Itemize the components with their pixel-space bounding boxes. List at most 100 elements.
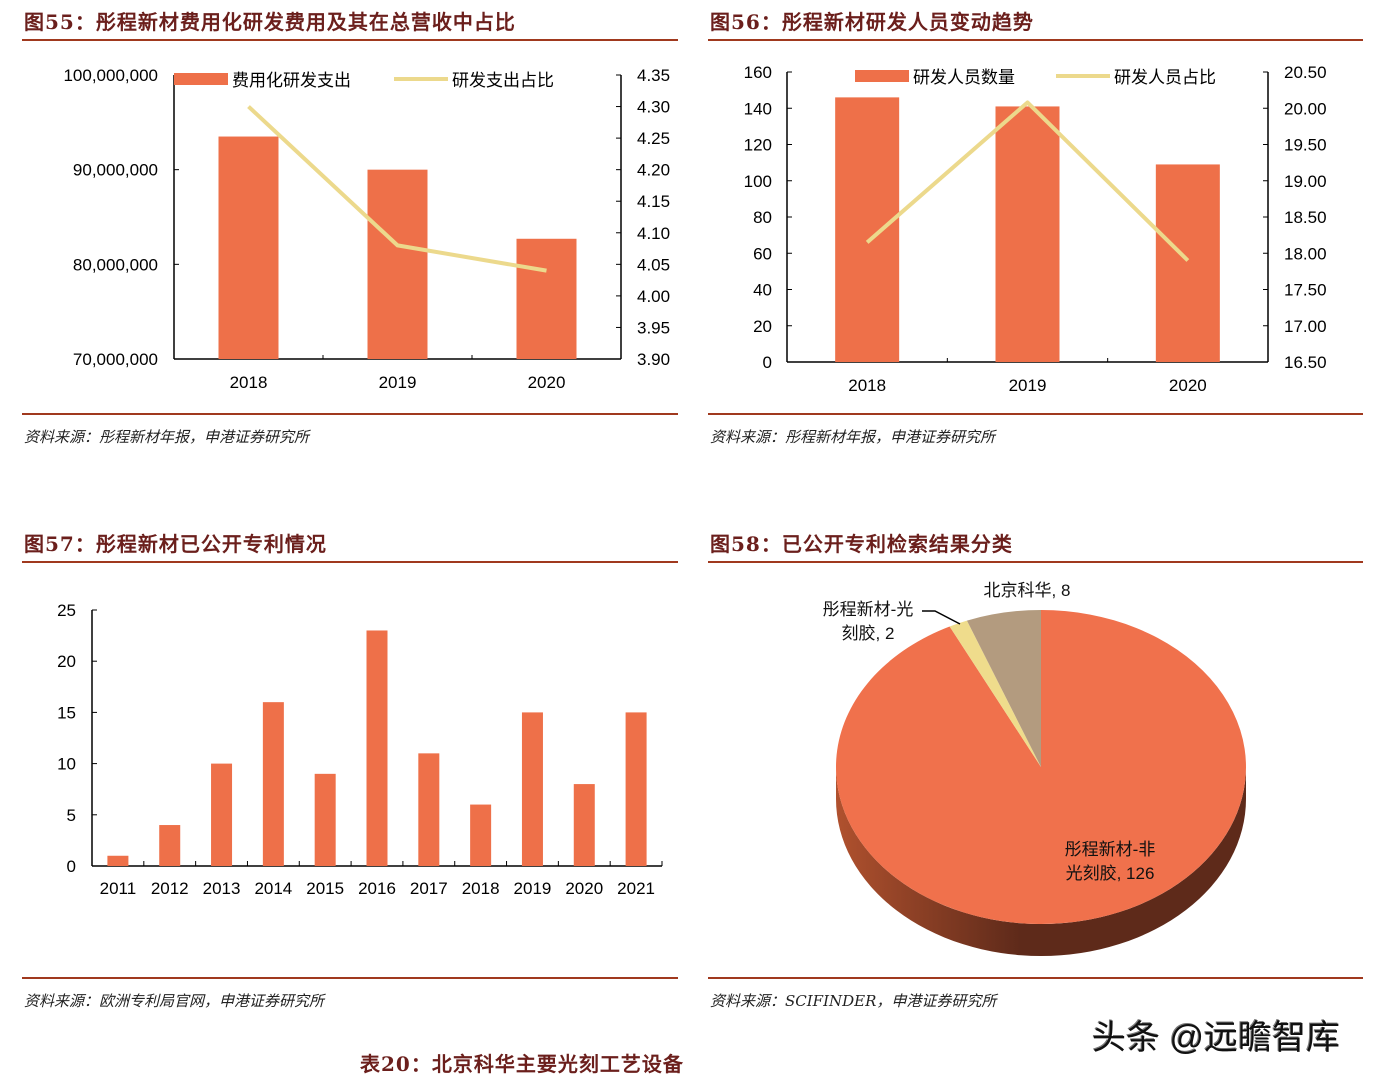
- right-tick-label: 19.00: [1284, 172, 1327, 191]
- fig56-bottom-rule: [708, 413, 1363, 415]
- right-tick-label: 4.00: [637, 287, 670, 306]
- bar-2019: [521, 712, 543, 866]
- pie-label-main: 彤程新材-非: [1065, 840, 1156, 859]
- fig57-source: 资料来源：欧洲专利局官网，申港证券研究所: [24, 992, 325, 1010]
- left-tick-label: 80,000,000: [73, 255, 158, 274]
- right-tick-label: 18.00: [1284, 244, 1327, 263]
- fig55-source: 资料来源：彤程新材年报，申港证券研究所: [24, 428, 310, 446]
- bar-2018: [218, 136, 279, 359]
- fig56-source: 资料来源：彤程新材年报，申港证券研究所: [710, 428, 996, 446]
- bar-2020: [516, 238, 577, 359]
- right-tick-label: 4.20: [637, 161, 670, 180]
- left-tick-label: 100,000,000: [63, 66, 158, 85]
- y-tick-label: 0: [67, 857, 76, 876]
- fig57-bottom-rule: [22, 977, 678, 979]
- legend-bar-swatch: [174, 73, 228, 85]
- x-tick-label: 2016: [358, 879, 396, 898]
- x-tick-label: 2018: [230, 373, 268, 392]
- right-tick-label: 17.50: [1284, 281, 1327, 300]
- right-tick-label: 4.10: [637, 224, 670, 243]
- bar-2012: [159, 825, 181, 866]
- bar-2018: [470, 804, 492, 866]
- y-tick-label: 10: [57, 755, 76, 774]
- fig57-top-rule: [22, 561, 678, 563]
- fig56-title: 图56：彤程新材研发人员变动趋势: [710, 10, 1034, 34]
- bar-2020: [1155, 164, 1220, 362]
- ratio-line: [865, 100, 1190, 262]
- fig58-bottom-rule: [708, 977, 1363, 979]
- fig57-title: 图57：彤程新材已公开专利情况: [24, 532, 327, 556]
- pie-side: [836, 767, 1246, 956]
- fig56-top-rule: [708, 39, 1363, 41]
- right-tick-label: 4.25: [637, 129, 670, 148]
- right-tick-label: 20.50: [1284, 63, 1327, 82]
- bar-2021: [625, 712, 647, 866]
- legend-bar-label: 研发人员数量: [913, 68, 1015, 87]
- fig58-title: 图58：已公开专利检索结果分类: [710, 532, 1013, 556]
- left-tick-label: 100: [744, 172, 772, 191]
- bar-2014: [262, 702, 284, 866]
- legend-bar-swatch: [855, 70, 909, 82]
- bar-2016: [366, 630, 388, 866]
- left-tick-label: 40: [753, 281, 772, 300]
- fig55-chart: 70,000,000 80,000,000 90,000,000 100,000,00…: [63, 66, 670, 392]
- bar-2013: [211, 763, 233, 866]
- ratio-line: [247, 105, 547, 273]
- right-tick-label: 17.00: [1284, 317, 1327, 336]
- left-tick-label: 90,000,000: [73, 161, 158, 180]
- right-tick-label: 18.50: [1284, 208, 1327, 227]
- left-tick-label: 70,000,000: [73, 350, 158, 369]
- x-tick-label: 2011: [100, 879, 137, 898]
- right-tick-label: 3.95: [637, 318, 670, 337]
- bar-2015: [314, 773, 336, 866]
- bar-2011: [107, 855, 129, 866]
- pie-slice-photoresist: [949, 620, 1041, 767]
- left-tick-label: 120: [744, 136, 772, 155]
- x-tick-label: 2021: [617, 879, 655, 898]
- legend-line-label: 研发支出占比: [452, 71, 554, 90]
- fig58-top-rule: [708, 561, 1363, 563]
- y-tick-label: 5: [67, 806, 76, 825]
- x-tick-label: 2017: [410, 879, 448, 898]
- x-tick-label: 2012: [151, 879, 189, 898]
- x-tick-label: 2019: [514, 879, 552, 898]
- pie-label-photoresist: 刻胶, 2: [842, 624, 895, 643]
- x-tick-label: 2019: [1009, 376, 1047, 395]
- y-tick-label: 15: [57, 703, 76, 722]
- x-tick-label: 2014: [254, 879, 292, 898]
- watermark: 头条 @远瞻智库: [1092, 1019, 1340, 1057]
- legend-line-label: 研发人员占比: [1114, 68, 1216, 87]
- y-tick-label: 25: [57, 601, 76, 620]
- right-tick-label: 19.50: [1284, 136, 1327, 155]
- x-tick-label: 2015: [306, 879, 344, 898]
- fig55-top-rule: [22, 39, 678, 41]
- fig58-source: 资料来源：SCIFINDER，申港证券研究所: [710, 992, 997, 1010]
- bar-2019: [995, 106, 1060, 362]
- pie-slice-kehua: [966, 610, 1041, 767]
- bar-2017: [418, 753, 440, 866]
- bar-2020: [573, 784, 595, 866]
- pie-label-kehua: 北京科华, 8: [984, 581, 1071, 600]
- fig55-title: 图55：彤程新材费用化研发费用及其在总营收中占比: [24, 10, 516, 34]
- x-tick-label: 2018: [848, 376, 886, 395]
- right-tick-label: 4.30: [637, 98, 670, 117]
- left-tick-label: 160: [744, 63, 772, 82]
- pie-label-photoresist: 彤程新材-光: [823, 600, 914, 619]
- fig55-bottom-rule: [22, 413, 678, 415]
- x-tick-label: 2020: [1169, 376, 1207, 395]
- right-tick-label: 3.90: [637, 350, 670, 369]
- left-tick-label: 60: [753, 244, 772, 263]
- left-tick-label: 20: [753, 317, 772, 336]
- x-tick-label: 2020: [528, 373, 566, 392]
- right-tick-label: 20.00: [1284, 99, 1327, 118]
- x-tick-label: 2018: [462, 879, 500, 898]
- bar-2018: [835, 97, 900, 362]
- right-tick-label: 16.50: [1284, 353, 1327, 372]
- legend-bar-label: 费用化研发支出: [232, 71, 351, 90]
- table20-title: 表20：北京科华主要光刻工艺设备: [360, 1052, 684, 1076]
- left-tick-label: 0: [763, 353, 772, 372]
- fig57-chart: 0 5 10 15 20 25 2011 2012 2013 2014 2015 2016 2017 20…: [57, 601, 663, 898]
- y-tick-label: 20: [57, 652, 76, 671]
- right-tick-label: 4.15: [637, 192, 670, 211]
